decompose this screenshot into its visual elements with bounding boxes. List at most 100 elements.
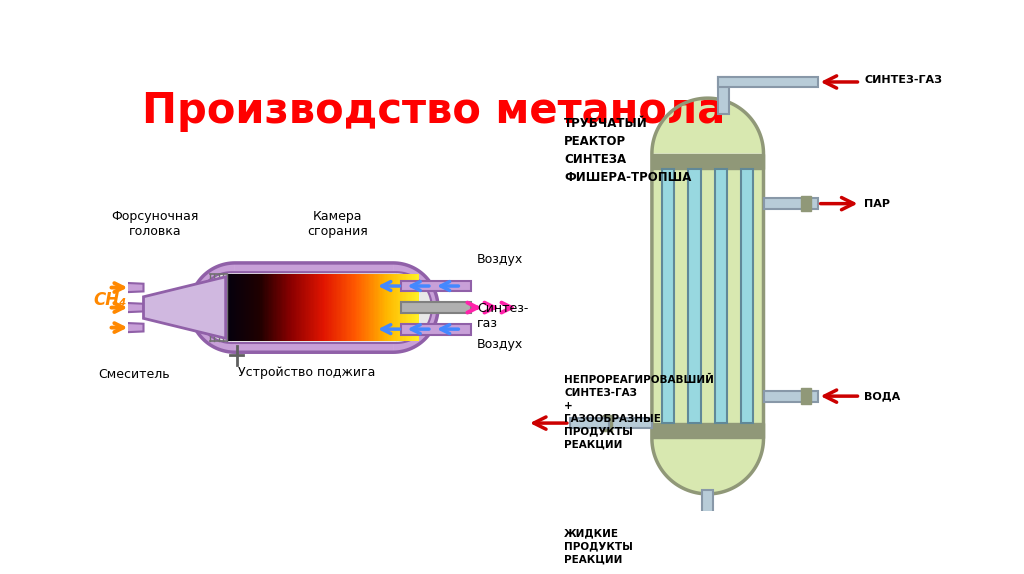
Polygon shape <box>229 274 231 341</box>
Text: Смеситель: Смеситель <box>98 367 170 381</box>
Polygon shape <box>414 274 415 341</box>
Polygon shape <box>247 274 248 341</box>
Polygon shape <box>285 274 286 341</box>
Polygon shape <box>688 169 700 423</box>
Polygon shape <box>358 274 359 341</box>
Polygon shape <box>330 274 331 341</box>
Polygon shape <box>652 98 764 154</box>
Polygon shape <box>258 274 259 341</box>
Polygon shape <box>314 274 315 341</box>
Polygon shape <box>297 274 299 341</box>
Polygon shape <box>698 511 717 519</box>
Polygon shape <box>109 322 143 333</box>
Polygon shape <box>403 274 404 341</box>
Polygon shape <box>197 272 231 343</box>
Polygon shape <box>245 274 247 341</box>
Polygon shape <box>319 274 321 341</box>
Polygon shape <box>250 274 252 341</box>
Polygon shape <box>652 439 764 494</box>
Polygon shape <box>243 274 244 341</box>
Polygon shape <box>362 274 364 341</box>
Polygon shape <box>390 274 392 341</box>
Polygon shape <box>397 274 398 341</box>
Polygon shape <box>244 274 245 341</box>
Polygon shape <box>316 274 317 341</box>
Polygon shape <box>416 274 418 341</box>
Polygon shape <box>300 274 301 341</box>
Polygon shape <box>388 274 389 341</box>
Polygon shape <box>408 274 409 341</box>
Polygon shape <box>702 490 713 515</box>
Polygon shape <box>282 274 284 341</box>
Polygon shape <box>389 274 390 341</box>
Polygon shape <box>253 274 254 341</box>
Polygon shape <box>715 169 727 423</box>
Polygon shape <box>702 515 713 532</box>
Polygon shape <box>292 274 294 341</box>
Polygon shape <box>395 274 397 341</box>
Text: Камера
сгорания: Камера сгорания <box>307 210 368 238</box>
Polygon shape <box>342 274 343 341</box>
Polygon shape <box>377 274 378 341</box>
Polygon shape <box>352 274 353 341</box>
Polygon shape <box>370 274 372 341</box>
Polygon shape <box>295 274 296 341</box>
Polygon shape <box>323 274 325 341</box>
Polygon shape <box>382 274 383 341</box>
Text: Воздух: Воздух <box>477 253 523 266</box>
Polygon shape <box>242 274 243 341</box>
Polygon shape <box>369 274 370 341</box>
Polygon shape <box>404 274 406 341</box>
Polygon shape <box>284 274 285 341</box>
Polygon shape <box>306 274 307 341</box>
Polygon shape <box>337 274 338 341</box>
Polygon shape <box>267 274 268 341</box>
Polygon shape <box>410 274 411 341</box>
Polygon shape <box>294 274 295 341</box>
Polygon shape <box>331 274 332 341</box>
Text: ТРУБЧАТЫЙ
РЕАКТОР
СИНТЕЗА
ФИШЕРА-ТРОПША: ТРУБЧАТЫЙ РЕАКТОР СИНТЕЗА ФИШЕРА-ТРОПША <box>564 117 691 184</box>
Polygon shape <box>409 274 410 341</box>
Polygon shape <box>415 274 416 341</box>
Polygon shape <box>268 274 269 341</box>
Polygon shape <box>718 76 729 114</box>
Polygon shape <box>603 416 612 430</box>
Polygon shape <box>227 274 228 341</box>
Polygon shape <box>411 274 413 341</box>
Polygon shape <box>364 274 365 341</box>
Polygon shape <box>290 274 291 341</box>
Polygon shape <box>353 274 355 341</box>
Polygon shape <box>335 274 336 341</box>
Polygon shape <box>393 263 438 352</box>
Polygon shape <box>718 76 818 87</box>
Polygon shape <box>276 274 279 341</box>
Polygon shape <box>301 274 302 341</box>
Polygon shape <box>406 274 408 341</box>
Polygon shape <box>609 418 652 428</box>
Polygon shape <box>333 274 335 341</box>
Polygon shape <box>228 274 229 341</box>
Polygon shape <box>396 272 432 343</box>
Polygon shape <box>336 274 337 341</box>
Polygon shape <box>304 274 305 341</box>
Polygon shape <box>248 274 249 341</box>
Polygon shape <box>233 274 234 341</box>
Polygon shape <box>274 274 275 341</box>
Polygon shape <box>286 274 287 341</box>
Text: Форсуночная
головка: Форсуночная головка <box>112 210 199 238</box>
Polygon shape <box>302 274 304 341</box>
Polygon shape <box>343 274 345 341</box>
Polygon shape <box>356 274 357 341</box>
Polygon shape <box>232 274 233 341</box>
Polygon shape <box>393 274 394 341</box>
Polygon shape <box>662 169 675 423</box>
Polygon shape <box>652 423 764 439</box>
Polygon shape <box>398 274 399 341</box>
Polygon shape <box>652 154 764 439</box>
Polygon shape <box>384 274 385 341</box>
Polygon shape <box>315 274 316 341</box>
Polygon shape <box>281 274 282 341</box>
Polygon shape <box>312 274 314 341</box>
Text: ЖИДКИЕ
ПРОДУКТЫ
РЕАКЦИИ: ЖИДКИЕ ПРОДУКТЫ РЕАКЦИИ <box>564 529 633 564</box>
Polygon shape <box>231 274 232 341</box>
